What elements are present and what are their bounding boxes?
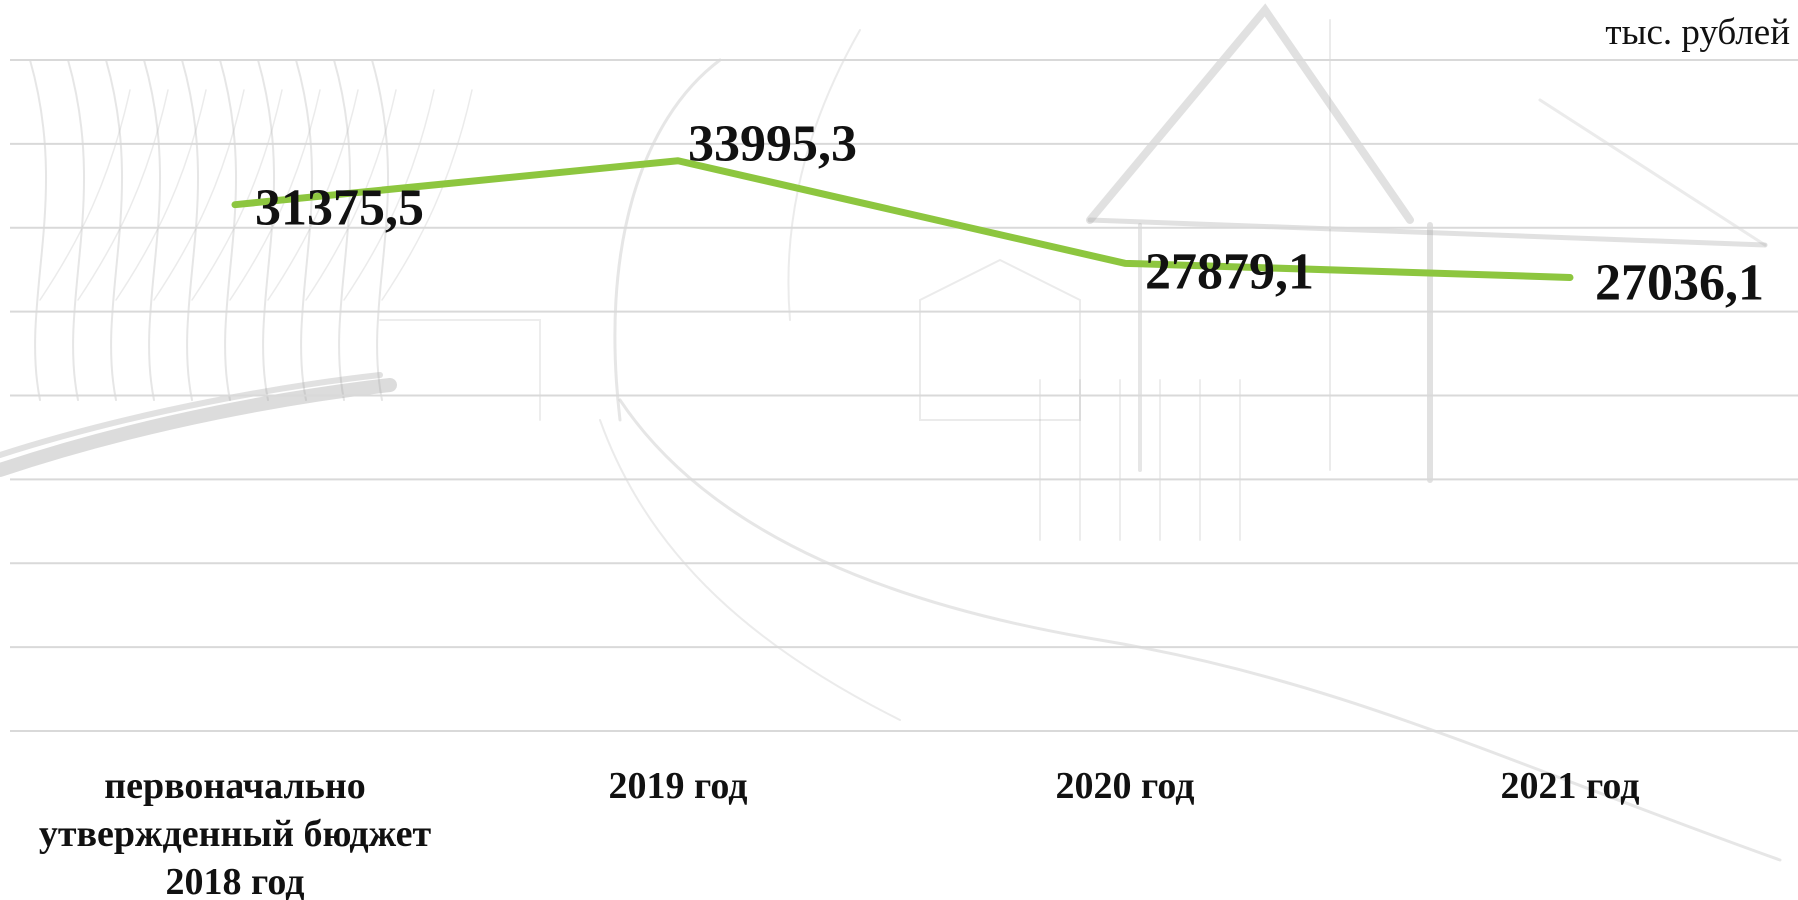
unit-label: тыс. рублей	[1605, 12, 1790, 53]
data-label: 27036,1	[1595, 254, 1764, 311]
category-label: утвержденный бюджет	[39, 813, 432, 855]
series-line	[231, 157, 1574, 281]
category-label: первоначально	[104, 765, 366, 807]
data-label: 27879,1	[1145, 243, 1314, 300]
background-sketch	[0, 3, 1782, 862]
data-label: 31375,5	[255, 180, 424, 237]
category-label: 2019 год	[609, 765, 748, 807]
category-labels: первоначально утвержденный бюджет 2018 год…	[39, 765, 1640, 900]
data-label: 33995,3	[688, 116, 857, 173]
category-label: 2021 год	[1501, 765, 1640, 807]
gridlines	[10, 59, 1798, 732]
data-labels: 31375,5 33995,3 27879,1 27036,1	[255, 116, 1764, 312]
category-label: 2020 год	[1056, 765, 1195, 807]
category-label: 2018 год	[166, 861, 305, 900]
